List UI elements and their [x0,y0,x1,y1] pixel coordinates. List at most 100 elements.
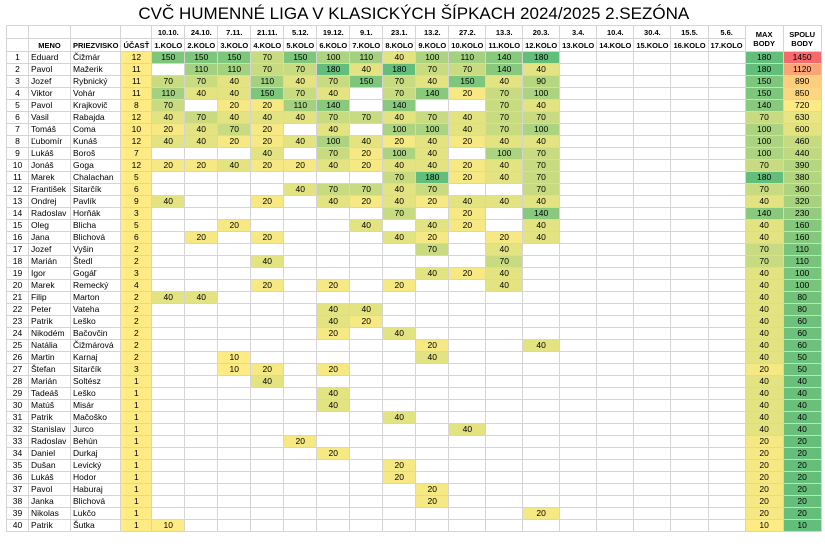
round-points [415,519,450,532]
attendance: 1 [120,423,153,436]
first-name: Daniel [28,447,71,460]
round-points [633,111,672,124]
attendance: 12 [120,159,153,172]
round-points [283,423,318,436]
first-name: Filip [28,291,71,304]
round-points [349,435,384,448]
round-points: 40 [448,111,487,124]
round-header: 15.KOLO [633,38,672,52]
round-date: 13.2. [415,25,450,39]
round-points [633,87,672,100]
round-points [670,159,709,172]
round-points [559,207,598,220]
round-header: 8.KOLO [382,38,417,52]
rank: 1 [6,51,29,64]
round-points: 20 [448,159,487,172]
max-points: 20 [744,471,784,484]
round-points [670,243,709,256]
round-points [559,447,598,460]
round-points: 140 [382,99,417,112]
round-points [485,291,524,304]
player-row: 25 Natália Čižmárová 2 20 40 40 60 [6,339,822,352]
round-points [707,99,746,112]
round-points [670,327,709,340]
player-row: 2 Pavol Mažerik 11 110 110 70 70 180 40 180 70 70 140… [6,63,822,76]
round-points [559,99,598,112]
round-points [184,411,219,424]
round-points [670,399,709,412]
round-points [707,447,746,460]
player-row: 39 Nikolas Lukčo 1 20 20 20 [6,507,822,520]
last-name: Leško [69,387,122,400]
round-points [707,171,746,184]
last-name: Behún [69,435,122,448]
round-points [382,447,417,460]
round-points: 110 [283,99,318,112]
round-points [151,411,186,424]
round-points [559,87,598,100]
round-points [633,63,672,76]
round-points [217,195,252,208]
last-name: Pavlík [69,195,122,208]
round-points [184,195,219,208]
round-points [707,255,746,268]
round-points [283,519,318,532]
round-points [283,291,318,304]
max-points: 40 [744,279,784,292]
total-points: 20 [782,447,822,460]
round-points [559,495,598,508]
round-points [596,267,635,280]
max-points: 40 [744,423,784,436]
round-points [485,399,524,412]
round-points [559,159,598,172]
round-points [707,471,746,484]
round-points [670,303,709,316]
round-points [448,99,487,112]
last-name: Misár [69,399,122,412]
first-name: Marián [28,255,71,268]
rank: 24 [6,327,29,340]
column-header-row: MENO PRIEZVISKO ÚČASŤ 1.KOLO 2.KOLO 3.KOLO 4.K… [6,38,822,52]
last-name: Soltész [69,375,122,388]
player-row: 21 Filip Marton 2 40 40 40 80 [6,291,822,304]
round-points [559,423,598,436]
total-points: 890 [782,75,822,88]
rank: 36 [6,471,29,484]
player-row: 18 Marián Štedl 2 40 70 70 110 [6,255,822,268]
first-name: Jozef [28,75,71,88]
round-points: 70 [522,111,561,124]
round-points [184,327,219,340]
rank: 16 [6,231,29,244]
max-points: 40 [744,411,784,424]
last-name: Bačovčin [69,327,122,340]
attendance: 3 [120,363,153,376]
round-points [250,291,285,304]
round-points [633,171,672,184]
round-points [596,159,635,172]
round-points [382,519,417,532]
first-name: Martin [28,351,71,364]
round-points [485,183,524,196]
last-name: Vyšin [69,243,122,256]
round-points: 20 [316,447,351,460]
round-points [559,147,598,160]
round-points [559,291,598,304]
round-points [707,279,746,292]
round-points: 100 [485,147,524,160]
max-points: 40 [744,327,784,340]
round-points [485,507,524,520]
round-points [283,495,318,508]
round-points [707,339,746,352]
total-points: 1120 [782,63,822,76]
round-points: 100 [415,51,450,64]
round-points [707,111,746,124]
round-points [250,423,285,436]
round-points [559,339,598,352]
round-points [596,399,635,412]
round-points: 140 [415,87,450,100]
round-points [522,375,561,388]
round-points [217,411,252,424]
round-points: 20 [448,171,487,184]
round-points [151,231,186,244]
total-points: 110 [782,255,822,268]
